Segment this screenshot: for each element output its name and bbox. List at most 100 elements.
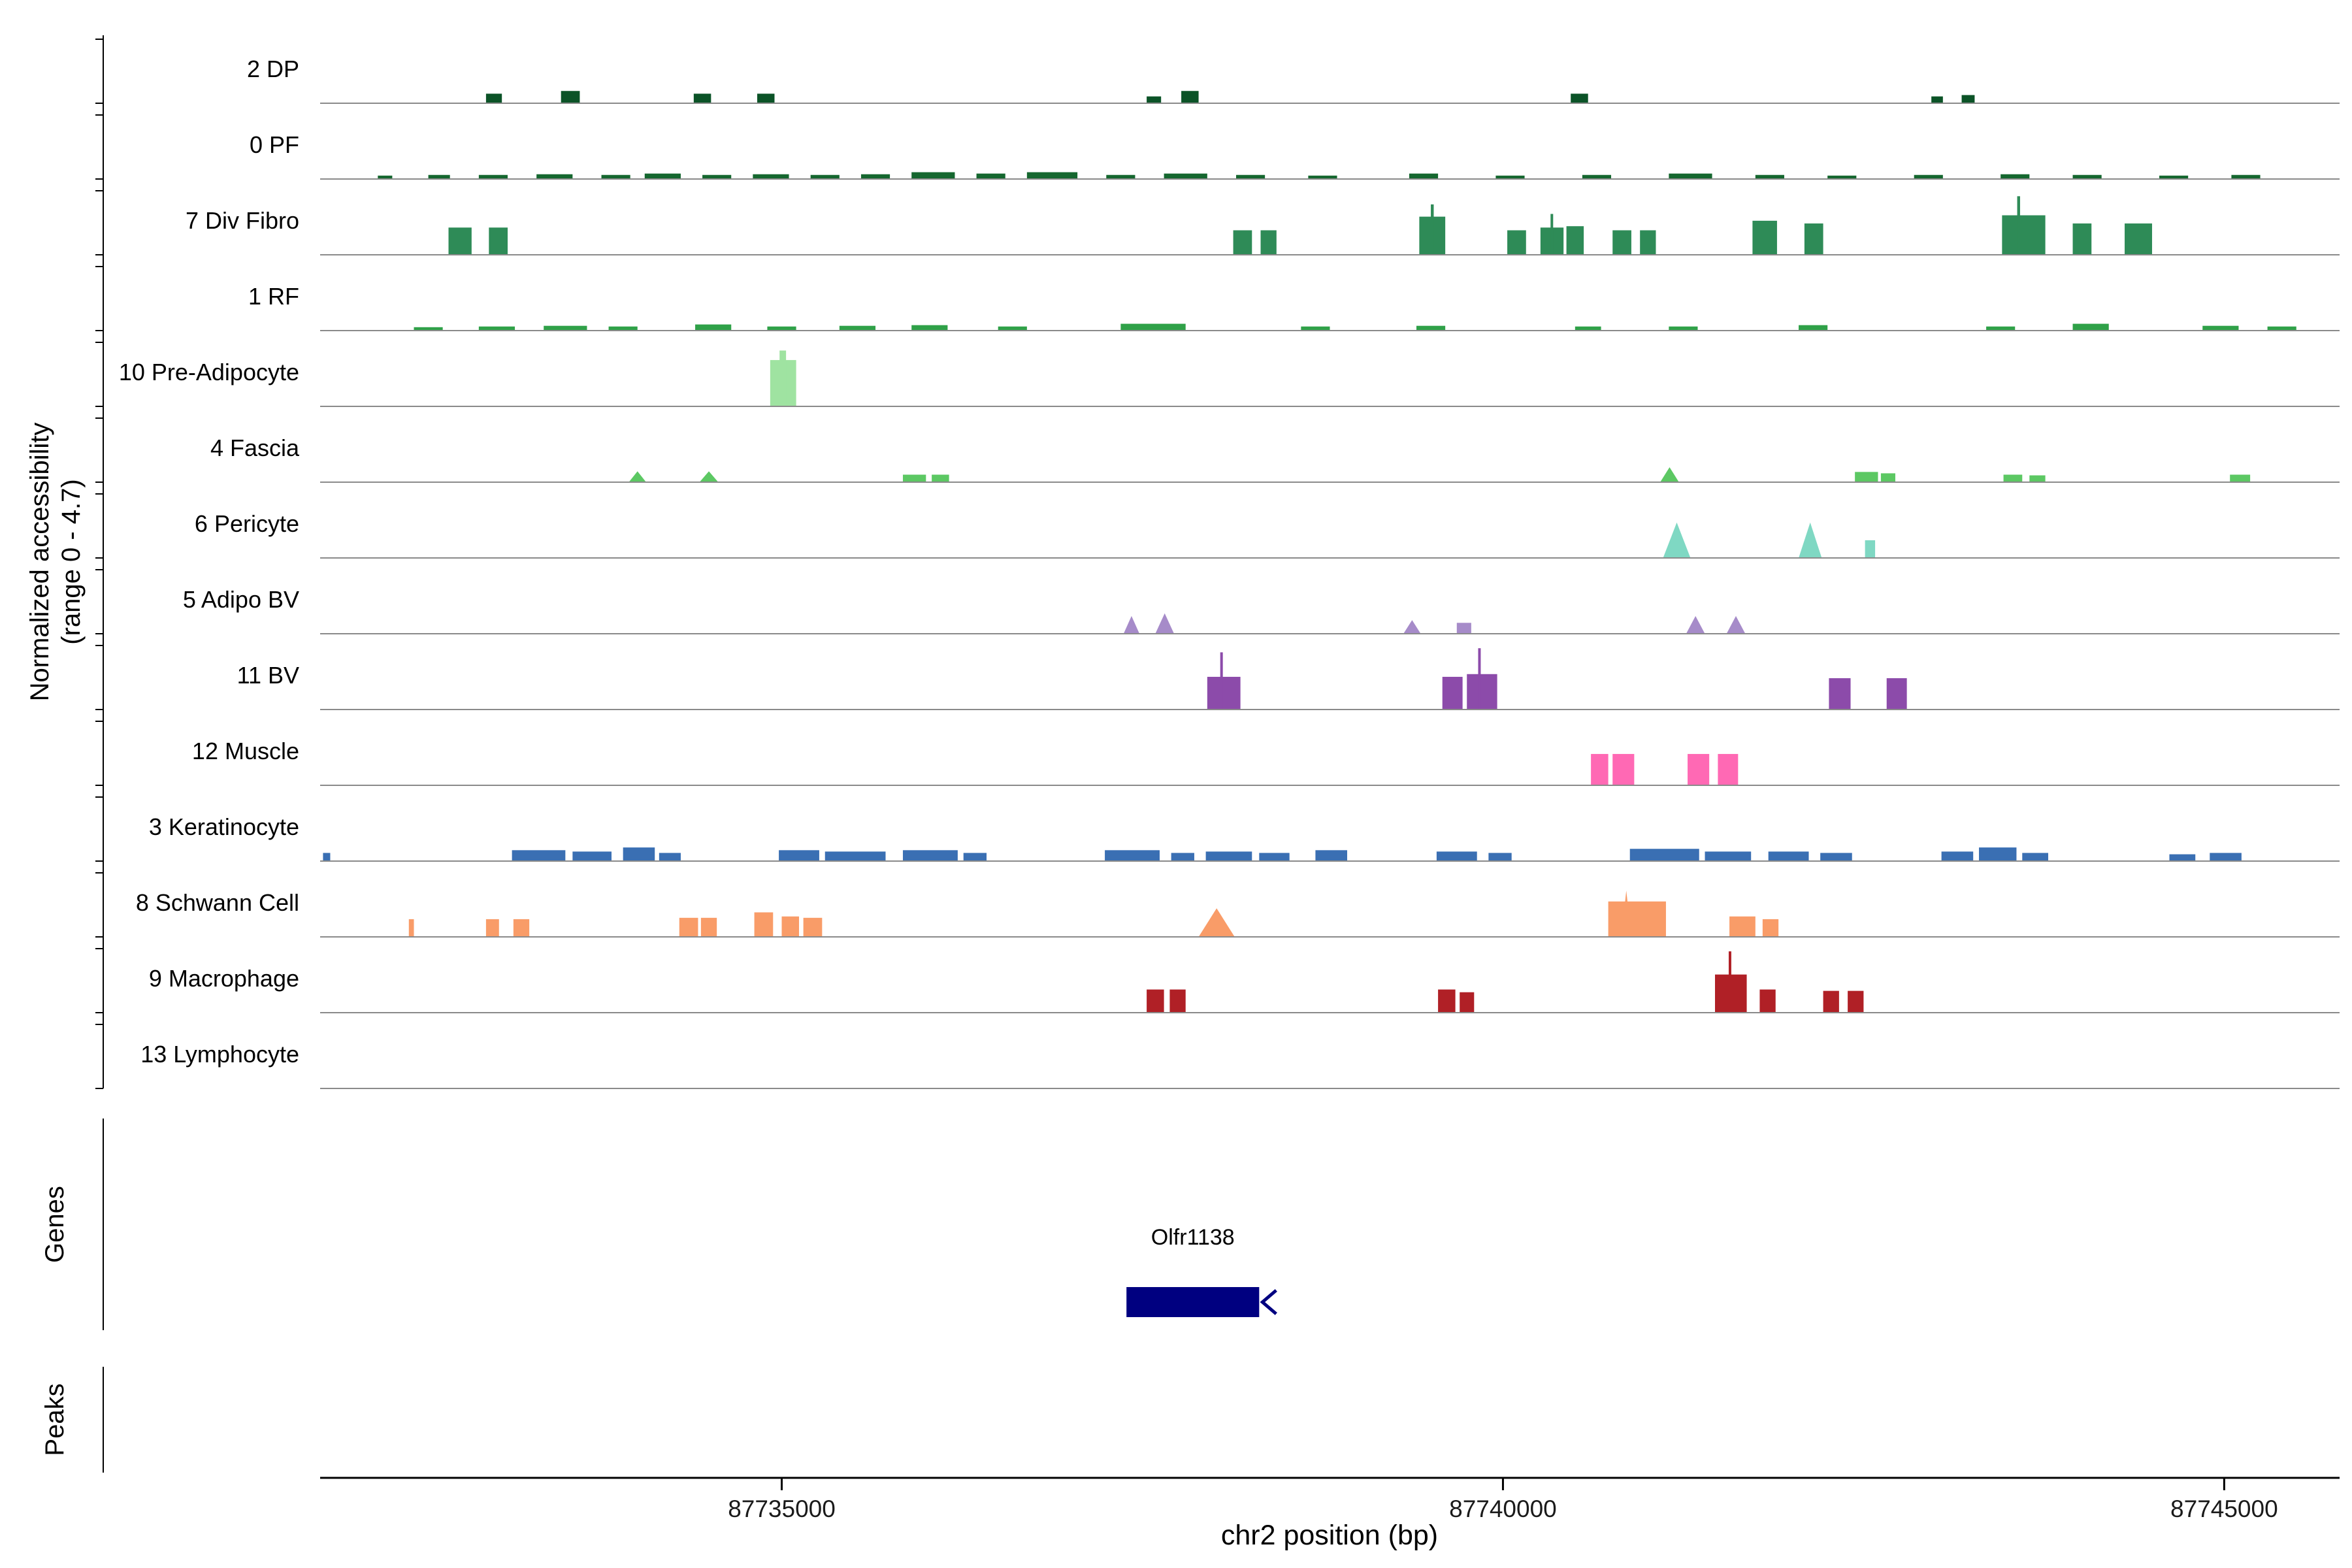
signal-track-10-pre-adipocyte: 10 Pre-Adipocyte [119, 350, 2340, 407]
signal-peak [1431, 204, 1434, 255]
signal-peak [1718, 754, 1739, 785]
signal-peak [428, 174, 450, 179]
track-label: 12 Muscle [192, 738, 299, 764]
signal-peak [1460, 992, 1475, 1013]
signal-peak [1629, 849, 1699, 861]
signal-peak [512, 850, 566, 861]
gene-strand-arrow-left-icon [1260, 1289, 1277, 1315]
signal-peak [1799, 522, 1822, 558]
signal-peak [1409, 173, 1439, 179]
signal-track-2-dp: 2 DP [247, 56, 2340, 104]
peaks-section-label: Peaks [41, 1383, 69, 1456]
signal-peak [561, 91, 580, 103]
signal-peak [810, 174, 840, 179]
signal-peak [2210, 853, 2242, 861]
signal-peak [1550, 214, 1554, 255]
track-label: 4 Fascia [210, 434, 300, 461]
signal-peak [513, 919, 530, 937]
signal-track-3-keratinocyte: 3 Keratinocyte [149, 813, 2340, 862]
signal-peak [779, 350, 787, 406]
signal-peak [1155, 613, 1175, 634]
x-tick-label: 87740000 [1449, 1495, 1557, 1522]
track-label: 11 BV [237, 662, 299, 689]
signal-peak [757, 93, 775, 103]
y-axis-title: Normalized accessibility (range 0 - 4.7) [24, 268, 87, 856]
signal-peak [1120, 323, 1186, 331]
signal-peak [629, 471, 646, 482]
signal-peak [478, 326, 515, 331]
signal-peak [1147, 989, 1164, 1013]
signal-peak [2230, 474, 2251, 482]
signal-peak [2002, 215, 2046, 255]
signal-track-6-pericyte: 6 Pericyte [195, 510, 2340, 559]
signal-peak [1478, 648, 1481, 710]
signal-peak [478, 174, 508, 179]
signal-peak [1886, 678, 1907, 710]
track-label: 9 Macrophage [149, 965, 299, 992]
signal-peak [1726, 615, 1746, 634]
signal-peak [644, 173, 681, 179]
signal-peak [825, 851, 886, 861]
signal-peak [911, 325, 948, 331]
signal-peak [1804, 223, 1823, 255]
track-label: 8 Schwann Cell [136, 889, 299, 916]
signal-peak [1235, 174, 1266, 179]
signal-track-1-rf: 1 RF [248, 283, 2340, 331]
signal-peak [1571, 93, 1588, 103]
signal-peak [754, 912, 774, 937]
signal-peak [1621, 890, 1631, 937]
track-label: 0 PF [250, 131, 299, 158]
signal-track-11-bv: 11 BV [237, 648, 2340, 710]
signal-peak [608, 326, 638, 331]
track-label: 1 RF [248, 283, 299, 310]
signal-peak [489, 227, 508, 255]
signal-peak [1612, 230, 1631, 255]
signal-peak [1171, 853, 1194, 861]
signal-peak [1688, 754, 1710, 785]
signal-peak [1759, 989, 1776, 1013]
signal-track-8-schwann-cell: 8 Schwann Cell [136, 889, 2340, 938]
track-label: 7 Div Fibro [186, 207, 299, 234]
signal-peak [1403, 620, 1421, 634]
signal-peak [1301, 326, 1330, 331]
genes-section-label: Genes [41, 1186, 69, 1263]
signal-peak [1147, 96, 1162, 103]
signal-peak [779, 850, 819, 861]
signal-track-13-lymphocyte: 13 Lymphocyte [140, 1041, 2340, 1089]
signal-peak [1855, 472, 1878, 482]
signal-peak [2072, 174, 2102, 179]
signal-peak [1416, 325, 1446, 331]
signal-peak [1026, 172, 1078, 179]
signal-peak [408, 919, 414, 937]
signal-peak [2003, 474, 2023, 482]
signal-peak [378, 175, 393, 179]
signal-peak [1308, 175, 1337, 179]
signal-peak [1164, 173, 1207, 179]
signal-peak [485, 93, 502, 103]
signal-peak [2001, 174, 2030, 179]
signal-track-12-muscle: 12 Muscle [192, 738, 2340, 786]
signal-peak [1612, 754, 1635, 785]
signal-peak [485, 919, 499, 937]
signal-peak [902, 850, 958, 861]
signal-peak [1205, 851, 1252, 861]
signal-peak [1169, 989, 1186, 1013]
signal-peak [1931, 96, 1943, 103]
signal-peak [2029, 475, 2046, 482]
signal-peak [2072, 223, 2092, 255]
signal-peak [623, 847, 655, 861]
signal-track-4-fascia: 4 Fascia [210, 434, 2340, 483]
signal-peak [536, 174, 573, 179]
signal-peak [1705, 851, 1752, 861]
signal-peak [2022, 853, 2049, 861]
x-tick-label: 87735000 [728, 1495, 836, 1522]
signal-peak [976, 173, 1005, 179]
signal-peak [767, 326, 796, 331]
signal-peak [781, 916, 800, 937]
signal-peak [1914, 174, 1943, 179]
signal-peak [1827, 175, 1857, 179]
signal-peak [1986, 326, 2016, 331]
signal-peak [1106, 174, 1135, 179]
track-label: 5 Adipo BV [183, 586, 299, 613]
